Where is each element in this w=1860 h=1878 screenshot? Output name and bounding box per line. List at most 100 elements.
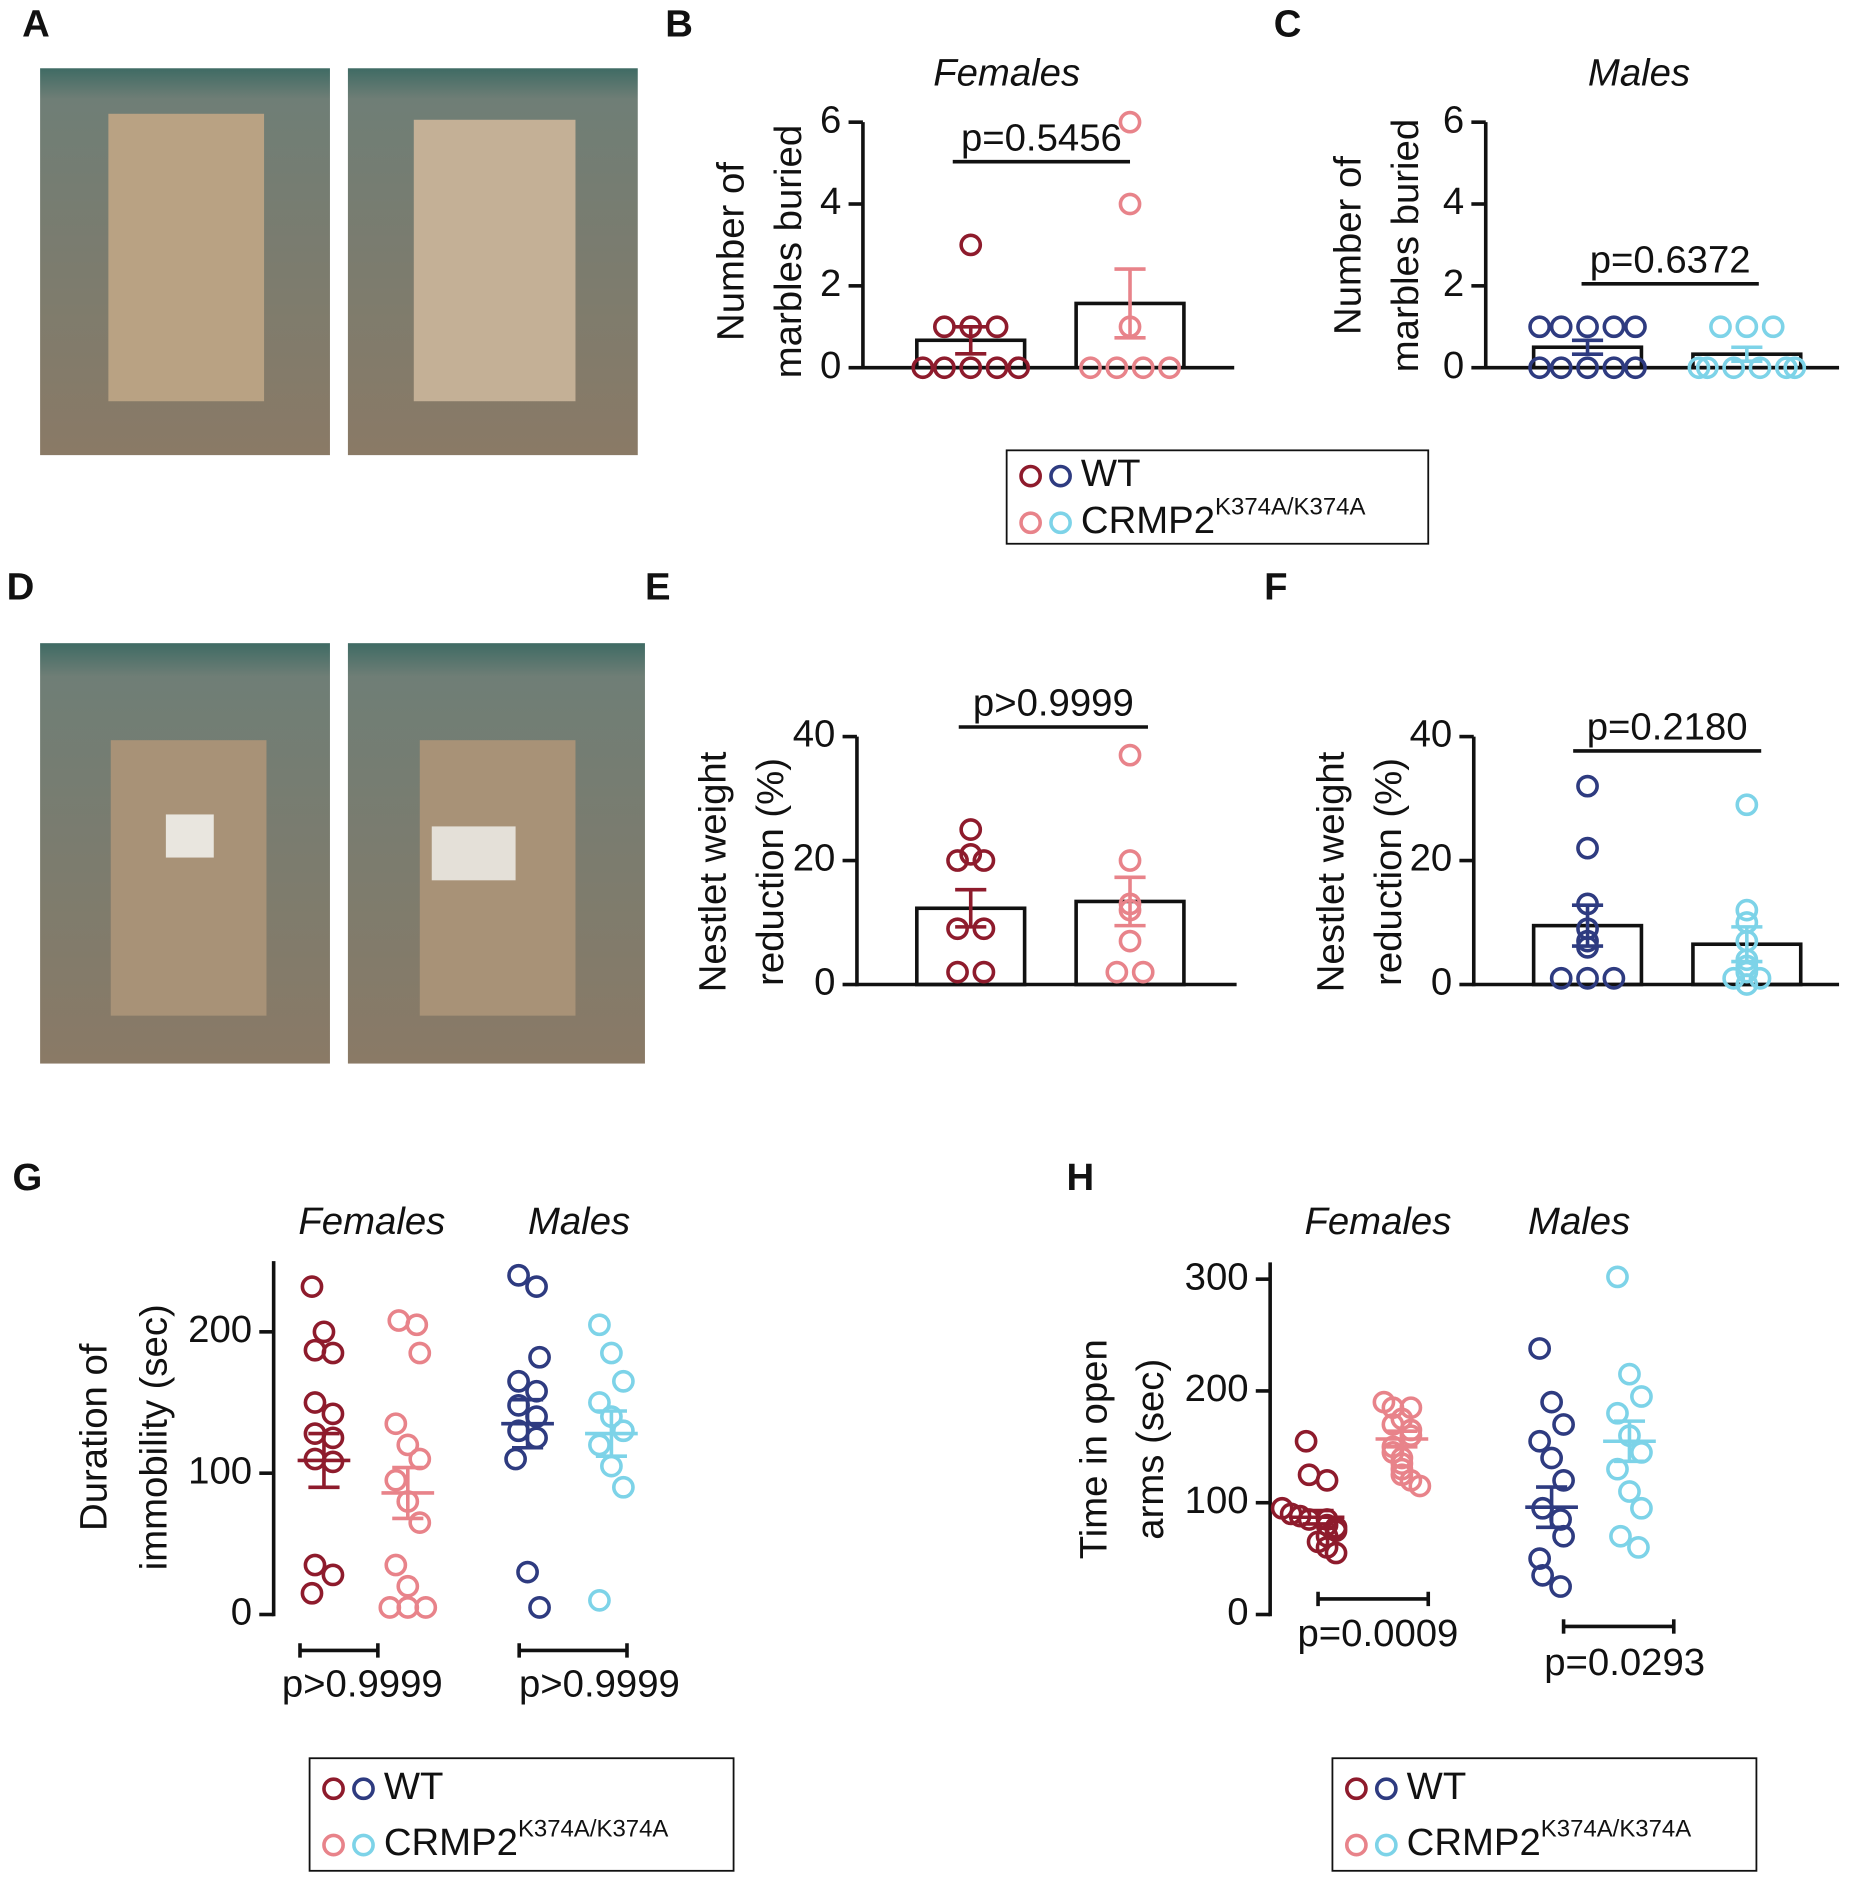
data-point [959, 315, 983, 339]
data-point [321, 1402, 345, 1426]
data-point [1735, 973, 1759, 996]
y-axis-label: marbles buried [767, 125, 810, 378]
p-value: p>0.9999 [519, 1662, 680, 1705]
data-point [387, 1309, 411, 1332]
legend-swatch [352, 1777, 375, 1801]
data-point [588, 1391, 611, 1414]
data-point [321, 1450, 345, 1474]
data-point [1105, 356, 1129, 380]
panel-letter: F [1264, 565, 1287, 608]
data-point [516, 1560, 539, 1584]
data-point [911, 356, 935, 380]
data-point [1552, 1413, 1575, 1436]
p-value: p=0.6372 [1590, 238, 1751, 281]
data-point [1118, 849, 1142, 872]
data-point [1118, 743, 1142, 767]
panel-letter: B [665, 2, 693, 45]
photo-a [40, 68, 638, 456]
data-point [303, 1447, 327, 1471]
data-point [1576, 966, 1599, 990]
y-tick-label: 0 [820, 344, 841, 387]
data-point [1630, 1496, 1653, 1520]
data-point [396, 1490, 420, 1513]
y-tick-label: 6 [820, 98, 841, 141]
y-tick-label: 20 [793, 837, 836, 880]
data-point [414, 1596, 438, 1619]
y-tick-label: 40 [1410, 713, 1453, 756]
data-point [1118, 929, 1142, 953]
data-point [972, 849, 996, 872]
y-axis-label: marbles buried [1384, 119, 1427, 372]
bedding [110, 740, 267, 1016]
data-point [1079, 356, 1102, 380]
p-value: p>0.9999 [282, 1662, 443, 1705]
data-point [1549, 1508, 1572, 1531]
p-value: p>0.9999 [973, 682, 1134, 725]
data-point [612, 1475, 635, 1499]
data-point [1549, 1575, 1572, 1598]
data-point [1576, 935, 1599, 959]
data-point [1748, 356, 1772, 380]
data-point [1735, 911, 1759, 934]
data-point [321, 1341, 345, 1365]
y-axis-label: Nestlet weight [1310, 751, 1353, 992]
data-point [959, 233, 983, 257]
data-point [1609, 1524, 1632, 1548]
data-point [1630, 1385, 1653, 1408]
data-point [1630, 1441, 1653, 1464]
data-point [959, 818, 983, 841]
data-point [1735, 793, 1759, 817]
data-point [321, 1426, 345, 1450]
data-point [1576, 356, 1599, 380]
data-point [300, 1275, 324, 1298]
photo-d [40, 643, 645, 1064]
legend-swatch [322, 1833, 345, 1857]
panel-letter: A [22, 2, 50, 45]
data-point [321, 1563, 345, 1587]
data-point [1618, 1480, 1641, 1503]
data-point [1722, 966, 1746, 990]
data-point [1624, 356, 1647, 380]
data-point [972, 960, 996, 984]
legend-swatch [322, 1777, 345, 1801]
legend-label: CRMP2K374A/K374A [1407, 1816, 1692, 1864]
p-value: p=0.2180 [1587, 706, 1748, 749]
group-title: Females [1304, 1200, 1451, 1243]
y-tick-label: 4 [1443, 180, 1464, 223]
legend-label: WT [384, 1765, 444, 1808]
y-tick-label: 100 [1185, 1479, 1249, 1522]
data-point [1687, 356, 1711, 380]
chart-title: Males [1588, 52, 1690, 95]
data-point [1528, 315, 1552, 339]
group-title: Males [1528, 1200, 1630, 1243]
data-point [1118, 192, 1142, 216]
data-point [1552, 1468, 1575, 1492]
data-point [300, 1581, 324, 1605]
y-tick-label: 200 [188, 1308, 252, 1351]
data-point [384, 1412, 408, 1436]
nestlet [431, 826, 516, 881]
legend-swatch [1374, 1777, 1398, 1801]
data-point [303, 1338, 327, 1362]
p-value: p=0.0293 [1544, 1641, 1705, 1684]
data-point [1735, 898, 1759, 922]
data-point [1531, 1496, 1555, 1520]
legend-superscript: K374A/K374A [1215, 494, 1365, 521]
error-bar [955, 887, 987, 929]
y-axis-label: reduction (%) [1367, 758, 1410, 986]
data-point [946, 917, 969, 941]
data-point [1131, 960, 1155, 984]
data-point [612, 1369, 635, 1393]
data-point [525, 1405, 548, 1429]
data-point [1528, 356, 1552, 380]
y-tick-label: 300 [1185, 1255, 1249, 1298]
legend-text: WT [384, 1765, 444, 1808]
data-point [303, 1553, 327, 1577]
data-point [1735, 315, 1759, 339]
data-point [932, 315, 956, 339]
panel-letter: H [1067, 1156, 1095, 1199]
legend-swatch [352, 1833, 375, 1857]
y-tick-label: 20 [1410, 837, 1453, 880]
legend-swatch [1374, 1833, 1398, 1857]
